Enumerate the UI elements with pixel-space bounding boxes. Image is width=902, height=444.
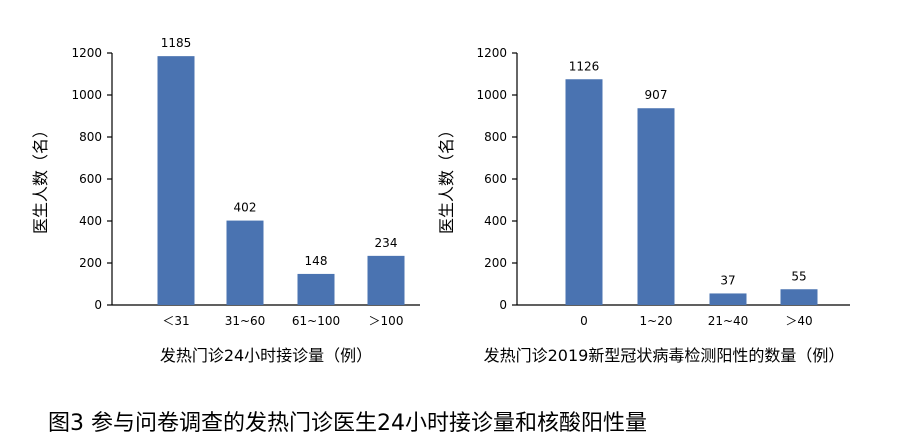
chart-1-y-tick-label: 800	[79, 130, 102, 144]
chart-1-y-tick-label: 1000	[71, 88, 102, 102]
chart-2-bar	[637, 108, 675, 305]
chart-2-bar	[780, 289, 818, 305]
chart-2-bar	[565, 79, 603, 305]
chart-2-x-tick-label: 0	[580, 314, 588, 328]
chart-2-x-tick-label: 1~20	[640, 314, 673, 328]
chart-1-x-tick-label: 61~100	[292, 314, 340, 328]
chart-2-y-tick-label: 1000	[476, 88, 507, 102]
chart-2-y-tick-label: 400	[484, 214, 507, 228]
chart-1-bar	[157, 56, 195, 306]
chart-2-y-tick-label: 1200	[476, 46, 507, 60]
chart-1-y-tick-label: 0	[94, 298, 102, 312]
chart-2-y-tick-label: 800	[484, 130, 507, 144]
chart-2-y-axis-title: 医生人数（名）	[437, 122, 456, 234]
chart-2-data-label: 37	[720, 273, 735, 287]
chart-1-data-label: 402	[234, 201, 257, 215]
chart-1-data-label: 234	[375, 236, 398, 250]
chart-1-bar	[226, 220, 264, 305]
chart-2-data-label: 907	[645, 88, 668, 102]
chart-1-x-tick-label: ＜31	[162, 314, 189, 328]
chart-1-y-axis-title: 医生人数（名）	[31, 122, 50, 234]
chart-2-bar	[709, 293, 747, 305]
chart-1-x-axis-title: 发热门诊24小时接诊量（例）	[160, 346, 372, 365]
chart-1-x-tick-label: ＞100	[369, 314, 404, 328]
chart-2-y-tick-label: 600	[484, 172, 507, 186]
chart-1-bar	[297, 273, 335, 305]
chart-2-data-label: 55	[791, 269, 806, 283]
chart-1-x-tick-label: 31~60	[225, 314, 266, 328]
chart-2-x-tick-label: ＞40	[785, 314, 812, 328]
chart-2-y-tick-label: 0	[499, 298, 507, 312]
chart-1-y-tick-label: 600	[79, 172, 102, 186]
figure-caption: 图3 参与问卷调查的发热门诊医生24小时接诊量和核酸阳性量	[48, 411, 647, 436]
chart-1-y-tick-label: 200	[79, 256, 102, 270]
charts-svg: 0 200 400 600 800 1000 1200 1185 ＜31 402 31~60 148 6…	[31, 36, 850, 365]
chart-1-data-label: 148	[305, 254, 328, 268]
chart-1-bar	[367, 255, 405, 305]
chart-2-x-tick-label: 21~40	[708, 314, 749, 328]
chart-1-data-label: 1185	[161, 36, 192, 50]
chart-2-y-tick-label: 200	[484, 256, 507, 270]
chart-2-x-axis-title: 发热门诊2019新型冠状病毒检测阳性的数量（例）	[484, 346, 845, 365]
chart-1-y-tick-label: 400	[79, 214, 102, 228]
chart-1-y-tick-label: 1200	[71, 46, 102, 60]
chart-2-data-label: 1126	[569, 59, 600, 73]
